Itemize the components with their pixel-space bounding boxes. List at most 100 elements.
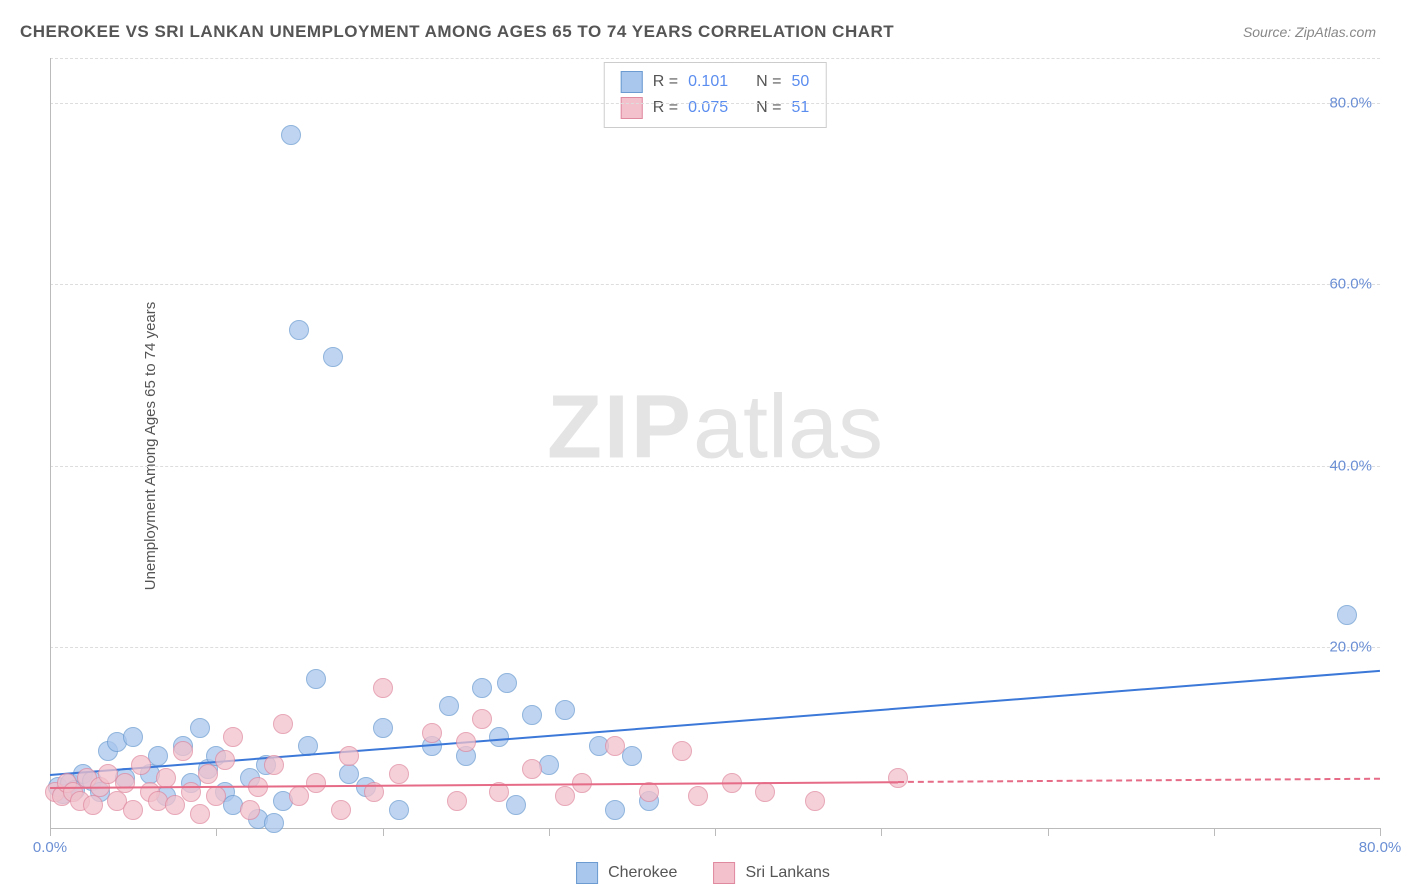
data-point [190,718,210,738]
data-point [506,795,526,815]
x-tick [1380,828,1381,836]
legend-item-cherokee: Cherokee [576,862,677,884]
data-point [672,741,692,761]
r-value-cherokee: 0.101 [688,73,728,91]
r-label: R = [653,99,678,117]
data-point [123,727,143,747]
gridline [50,58,1380,59]
data-point [306,669,326,689]
x-tick [549,828,550,836]
data-point [447,791,467,811]
data-point [373,678,393,698]
scatter-plot-area: ZIPatlas R = 0.101 N = 50 R = 0.075 N = … [50,58,1380,828]
n-value-cherokee: 50 [791,73,809,91]
data-point [888,768,908,788]
y-axis-line [50,58,51,828]
data-point [439,696,459,716]
data-point [281,125,301,145]
legend-row-cherokee: R = 0.101 N = 50 [621,69,810,95]
watermark: ZIPatlas [547,376,883,479]
data-point [755,782,775,802]
chart-title: CHEROKEE VS SRI LANKAN UNEMPLOYMENT AMON… [20,22,894,42]
data-point [306,773,326,793]
x-tick [715,828,716,836]
data-point [198,764,218,784]
series-legend: Cherokee Sri Lankans [576,862,830,884]
data-point [522,705,542,725]
gridline [50,647,1380,648]
data-point [555,786,575,806]
x-tick [1214,828,1215,836]
x-tick-label: 0.0% [33,839,67,856]
gridline [50,466,1380,467]
data-point [373,718,393,738]
data-point [131,755,151,775]
x-tick [1048,828,1049,836]
data-point [264,813,284,833]
data-point [339,746,359,766]
data-point [173,741,193,761]
data-point [688,786,708,806]
data-point [1337,605,1357,625]
data-point [165,795,185,815]
legend-label-cherokee: Cherokee [608,864,677,882]
data-point [472,709,492,729]
data-point [264,755,284,775]
data-point [289,320,309,340]
x-tick [216,828,217,836]
x-tick-label: 80.0% [1359,839,1402,856]
legend-label-srilankan: Sri Lankans [745,864,830,882]
data-point [422,723,442,743]
watermark-big: ZIP [547,377,693,477]
data-point [240,800,260,820]
n-value-srilankan: 51 [791,99,809,117]
data-point [83,795,103,815]
data-point [522,759,542,779]
data-point [339,764,359,784]
legend-item-srilankan: Sri Lankans [713,862,830,884]
data-point [605,800,625,820]
data-point [123,800,143,820]
legend-row-srilankan: R = 0.075 N = 51 [621,95,810,121]
data-point [389,764,409,784]
data-point [555,700,575,720]
legend-swatch-cherokee [621,71,643,93]
x-tick [881,828,882,836]
legend-swatch-srilankan [713,862,735,884]
y-tick-label: 40.0% [1329,457,1372,474]
y-tick-label: 80.0% [1329,95,1372,112]
data-point [605,736,625,756]
gridline [50,103,1380,104]
trend-line-dashed [898,778,1380,783]
x-tick [383,828,384,836]
x-tick [50,828,51,836]
data-point [456,732,476,752]
data-point [472,678,492,698]
correlation-legend: R = 0.101 N = 50 R = 0.075 N = 51 [604,62,827,128]
watermark-small: atlas [693,377,883,477]
data-point [331,800,351,820]
data-point [389,800,409,820]
n-label: N = [756,99,781,117]
n-label: N = [756,73,781,91]
data-point [115,773,135,793]
data-point [323,347,343,367]
trend-line [50,669,1380,775]
data-point [206,786,226,806]
legend-swatch-srilankan [621,97,643,119]
r-value-srilankan: 0.075 [688,99,728,117]
source-attribution: Source: ZipAtlas.com [1243,24,1376,40]
data-point [215,750,235,770]
data-point [190,804,210,824]
legend-swatch-cherokee [576,862,598,884]
data-point [223,727,243,747]
data-point [805,791,825,811]
r-label: R = [653,73,678,91]
data-point [497,673,517,693]
data-point [181,782,201,802]
y-tick-label: 20.0% [1329,638,1372,655]
gridline [50,284,1380,285]
y-tick-label: 60.0% [1329,276,1372,293]
data-point [289,786,309,806]
data-point [273,714,293,734]
